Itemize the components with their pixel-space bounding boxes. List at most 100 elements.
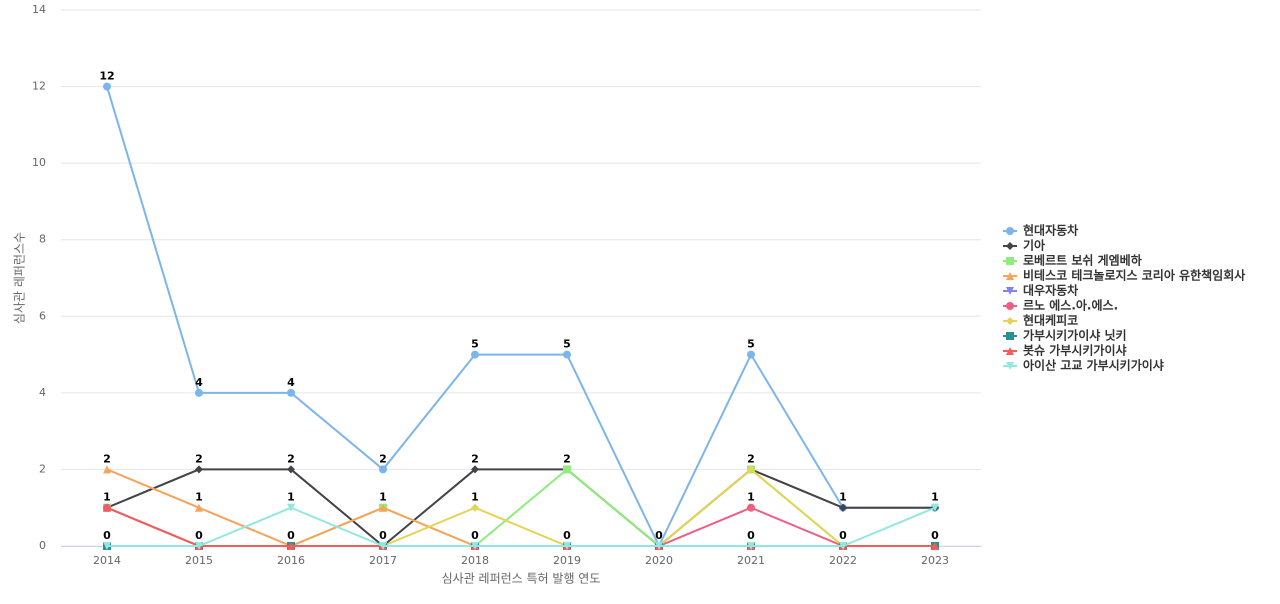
marker [1006, 317, 1014, 325]
data-label: 2 [563, 452, 571, 465]
data-label: 0 [655, 529, 663, 542]
legend-label: 로베르트 보쉬 게엠베하 [1023, 253, 1142, 268]
marker [1006, 347, 1014, 355]
x-tick-label: 2018 [461, 554, 489, 567]
series-line [106, 468, 935, 548]
data-label: 0 [931, 529, 939, 542]
marker [563, 350, 571, 359]
marker [1006, 257, 1014, 265]
data-label: 2 [103, 452, 111, 465]
y-tick-label: 0 [39, 539, 46, 552]
data-label: 1 [839, 491, 847, 504]
data-label: 1 [931, 491, 939, 504]
legend-label: 비테스코 테크놀로지스 코리아 유한책임회사 [1023, 268, 1245, 283]
series-line [106, 86, 935, 549]
marker [195, 542, 203, 550]
marker [471, 350, 479, 359]
marker [1006, 332, 1014, 340]
data-label: 5 [471, 338, 479, 351]
marker [103, 542, 111, 550]
marker [471, 542, 479, 550]
marker [471, 465, 479, 474]
data-label: 1 [379, 491, 387, 504]
series-line [106, 468, 935, 548]
marker [287, 542, 295, 550]
x-tick-label: 2021 [737, 554, 765, 567]
x-tick-label: 2023 [921, 554, 949, 567]
x-tick-label: 2022 [829, 554, 857, 567]
data-label: 4 [287, 376, 295, 389]
data-label: 0 [379, 529, 387, 542]
marker [747, 350, 755, 359]
data-label: 0 [195, 529, 203, 542]
marker [931, 503, 939, 512]
marker [747, 465, 755, 474]
marker [379, 503, 387, 512]
marker [1006, 227, 1014, 235]
marker [1006, 287, 1014, 295]
marker [195, 503, 203, 512]
legend-label: 르노 에스.아.에스. [1023, 298, 1118, 313]
marker [655, 542, 663, 550]
data-label: 1 [471, 491, 479, 504]
marker [563, 465, 571, 474]
x-tick-label: 2015 [185, 554, 213, 567]
data-label: 1 [103, 491, 111, 504]
marker [747, 503, 755, 512]
y-axis-title: 심사관 레퍼런스수 [13, 232, 27, 324]
data-label: 0 [563, 529, 571, 542]
data-label: 2 [287, 452, 295, 465]
y-tick-label: 6 [39, 309, 46, 322]
legend-label: 기아 [1023, 238, 1045, 253]
marker [287, 388, 295, 397]
y-tick-label: 4 [39, 386, 46, 399]
data-label: 0 [287, 529, 295, 542]
x-tick-label: 2019 [553, 554, 581, 567]
marker [471, 503, 479, 512]
marker [839, 542, 847, 550]
x-axis-title: 심사관 레퍼런스 특허 발행 연도 [442, 571, 601, 586]
marker [195, 388, 203, 397]
marker [379, 465, 387, 474]
data-label: 5 [563, 338, 571, 351]
data-label: 2 [471, 452, 479, 465]
data-label: 12 [99, 70, 114, 83]
data-label: 1 [287, 491, 295, 504]
marker [563, 542, 571, 550]
y-tick-label: 10 [32, 156, 46, 169]
marker [747, 542, 755, 550]
marker [1006, 302, 1014, 310]
data-label: 1 [747, 491, 755, 504]
legend-label: 가부시키가이샤 닛키 [1023, 328, 1127, 343]
marker [379, 542, 387, 550]
legend-label: 봇슈 가부시키가이샤 [1023, 343, 1127, 358]
data-label: 2 [379, 452, 387, 465]
data-label: 0 [839, 529, 847, 542]
marker [1006, 272, 1014, 280]
data-label: 2 [747, 452, 755, 465]
marker [103, 465, 111, 474]
data-label: 0 [471, 529, 479, 542]
marker [1006, 362, 1014, 370]
x-tick-label: 2020 [645, 554, 673, 567]
y-tick-label: 14 [32, 3, 46, 16]
data-label: 0 [747, 529, 755, 542]
data-label: 2 [195, 452, 203, 465]
legend-label: 대우자동차 [1023, 283, 1078, 298]
marker [103, 503, 111, 512]
legend-label: 현대자동차 [1023, 223, 1078, 238]
data-label: 1 [195, 491, 203, 504]
y-tick-label: 12 [32, 80, 46, 93]
marker [195, 465, 203, 474]
marker [287, 465, 295, 474]
marker [1006, 242, 1014, 250]
marker [103, 82, 111, 91]
series-line [107, 506, 936, 547]
data-label: 0 [103, 529, 111, 542]
marker [287, 503, 295, 512]
x-tick-label: 2014 [93, 554, 121, 567]
data-label: 5 [747, 338, 755, 351]
x-tick-label: 2017 [369, 554, 397, 567]
